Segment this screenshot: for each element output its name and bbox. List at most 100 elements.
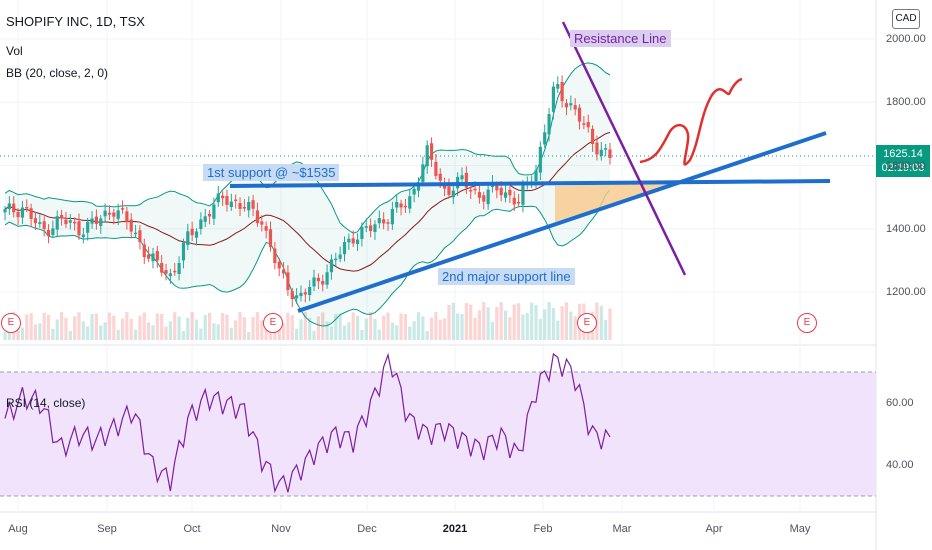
- volume-bar: [68, 330, 72, 340]
- candle-body: [369, 225, 373, 232]
- candle-body: [160, 262, 164, 273]
- earnings-marker[interactable]: E: [1, 313, 21, 333]
- volume-bar: [338, 313, 342, 340]
- candle-body: [460, 175, 464, 180]
- candle-body: [416, 183, 421, 191]
- candle-body: [73, 221, 77, 224]
- volume-bar: [464, 303, 468, 340]
- resistance-line: [561, 21, 687, 276]
- earnings-marker[interactable]: E: [797, 313, 817, 333]
- candle-body: [499, 187, 503, 196]
- volume-bar: [155, 313, 159, 340]
- candle-body: [264, 226, 268, 231]
- candle-body: [604, 148, 608, 150]
- earnings-marker[interactable]: E: [263, 313, 283, 333]
- volume-bar: [147, 322, 151, 340]
- resistance-annotation[interactable]: Resistance Line: [570, 30, 671, 47]
- candle-body: [355, 239, 360, 245]
- bollinger-legend[interactable]: BB (20, close, 2, 0): [6, 66, 109, 80]
- volume-bar: [64, 317, 68, 340]
- volume-bar: [38, 323, 42, 340]
- volume-bar: [42, 312, 46, 340]
- volume-bar: [395, 325, 399, 340]
- candle-body: [86, 221, 90, 233]
- candle-body: [25, 207, 29, 209]
- candle-body: [390, 209, 394, 225]
- volume-bar: [486, 307, 490, 340]
- candle-body: [303, 292, 307, 295]
- volume-bar: [142, 312, 146, 340]
- volume-bar: [312, 330, 316, 340]
- volume-bar: [512, 304, 516, 340]
- volume-bar: [194, 319, 199, 340]
- volume-bar: [438, 319, 442, 340]
- candle-body: [242, 207, 246, 209]
- volume-bar: [203, 315, 207, 340]
- volume-bar: [16, 320, 20, 340]
- candle-body: [55, 216, 59, 230]
- candle-body: [77, 221, 81, 236]
- volume-bar: [90, 313, 94, 340]
- candle-body: [325, 272, 329, 285]
- volume-bar: [129, 318, 133, 340]
- volume-bar: [177, 316, 181, 340]
- candle-body: [351, 238, 355, 244]
- currency-button[interactable]: CAD: [892, 9, 920, 29]
- volume-bar: [373, 318, 377, 340]
- volume-bar: [434, 312, 438, 340]
- candle-body: [451, 190, 455, 198]
- volume-bar: [229, 327, 233, 340]
- volume-bar: [495, 306, 499, 340]
- candle-body: [138, 230, 142, 243]
- volume-bar: [234, 320, 238, 340]
- candle-body: [20, 207, 25, 218]
- candle-body: [569, 103, 573, 106]
- volume-bar: [116, 329, 120, 340]
- candle-body: [221, 195, 225, 199]
- price-tick: 1800.00: [886, 96, 926, 109]
- time-tick: Aug: [8, 523, 28, 535]
- first-support-annotation[interactable]: 1st support @ ~$1535: [203, 164, 340, 181]
- volume-bar: [281, 323, 286, 340]
- candle-body: [556, 84, 560, 89]
- time-tick: May: [789, 523, 811, 535]
- candle-body: [599, 149, 603, 156]
- volume-bar: [429, 317, 434, 340]
- rsi-legend[interactable]: RSI (14, close): [6, 396, 86, 410]
- volume-bar: [242, 317, 246, 340]
- volume-bar: [538, 318, 542, 340]
- candle-body: [608, 149, 612, 158]
- candle-body: [469, 189, 473, 192]
- symbol-title[interactable]: SHOPIFY INC, 1D, TSX: [6, 14, 145, 29]
- candle-body: [421, 164, 425, 182]
- volume-bar: [490, 321, 495, 340]
- second-support-annotation[interactable]: 2nd major support line: [438, 268, 575, 285]
- volume-bar: [299, 319, 303, 340]
- volume-bar: [347, 322, 351, 340]
- candle-body: [168, 273, 172, 277]
- candle-body: [268, 229, 273, 248]
- volume-bar: [238, 312, 242, 340]
- volume-bar: [33, 324, 38, 340]
- volume-bar: [151, 325, 155, 340]
- candle-body: [212, 204, 216, 219]
- rsi-line: [4, 352, 611, 494]
- time-tick: Dec: [357, 523, 377, 535]
- volume-bar: [160, 314, 164, 340]
- candle-body: [373, 224, 377, 233]
- time-tick: Oct: [183, 523, 201, 535]
- volume-bar: [255, 312, 260, 340]
- candle-body: [151, 253, 155, 262]
- volume-legend[interactable]: Vol: [6, 44, 23, 58]
- volume-bar: [251, 317, 255, 340]
- earnings-marker[interactable]: E: [577, 313, 597, 333]
- candle-body: [207, 213, 212, 217]
- candle-body: [295, 295, 299, 299]
- volume-bar: [329, 326, 334, 340]
- candle-body: [229, 201, 233, 207]
- candle-body: [347, 238, 351, 243]
- volume-bar: [499, 302, 503, 340]
- volume-bar: [286, 312, 290, 340]
- candle-body: [364, 226, 368, 228]
